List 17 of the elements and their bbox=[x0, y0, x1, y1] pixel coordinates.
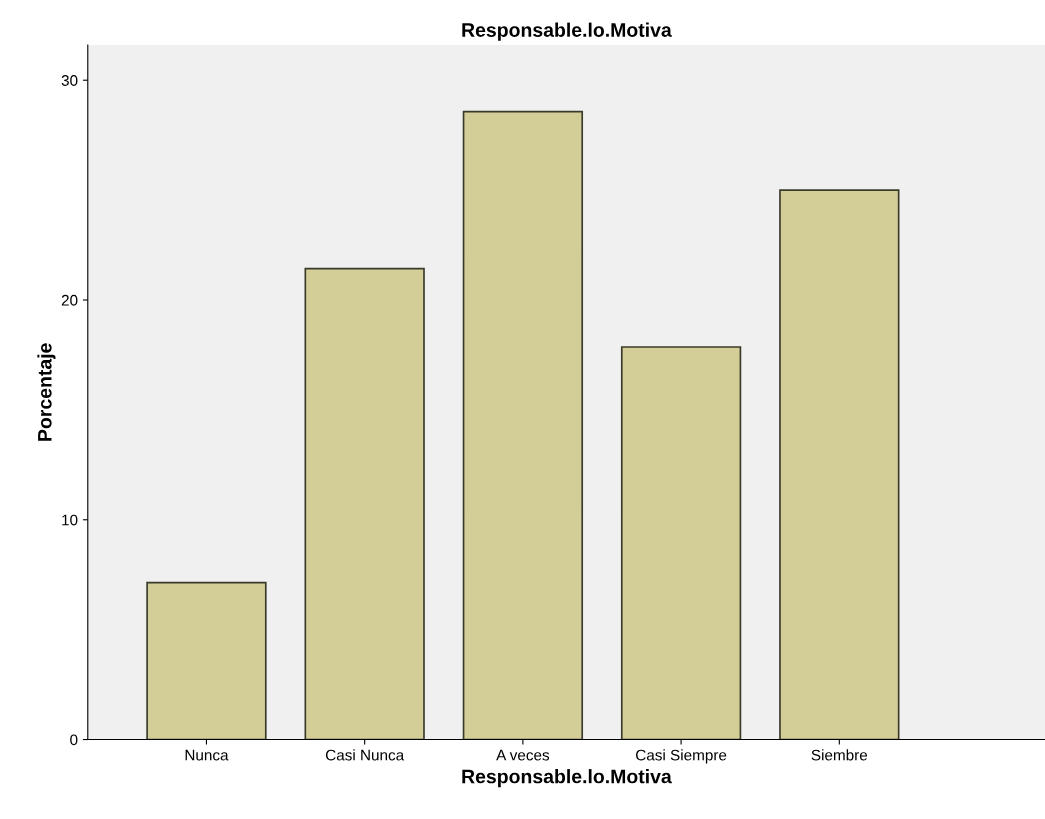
x-tick-label: Nunca bbox=[185, 749, 229, 761]
bar bbox=[146, 581, 267, 740]
x-tick-label: Siembre bbox=[811, 749, 868, 761]
chart-title: Responsable.lo.Motiva bbox=[462, 22, 672, 41]
x-tick-label: A veces bbox=[496, 749, 550, 761]
y-tick-label: 20 bbox=[61, 294, 78, 306]
bar bbox=[304, 267, 425, 740]
y-tick-label: 30 bbox=[61, 75, 78, 86]
x-tick-label: Casi Nunca bbox=[325, 749, 405, 761]
bar bbox=[779, 189, 900, 740]
y-tick-label: 10 bbox=[62, 514, 78, 526]
bar bbox=[620, 346, 742, 740]
x-axis-title: Responsable.lo.Motiva bbox=[462, 769, 672, 788]
y-axis-title: Porcentaje bbox=[37, 343, 56, 441]
y-tick-label: 0 bbox=[70, 734, 78, 746]
bar bbox=[462, 110, 584, 740]
x-tick-label: Casi Siempre bbox=[636, 749, 727, 764]
